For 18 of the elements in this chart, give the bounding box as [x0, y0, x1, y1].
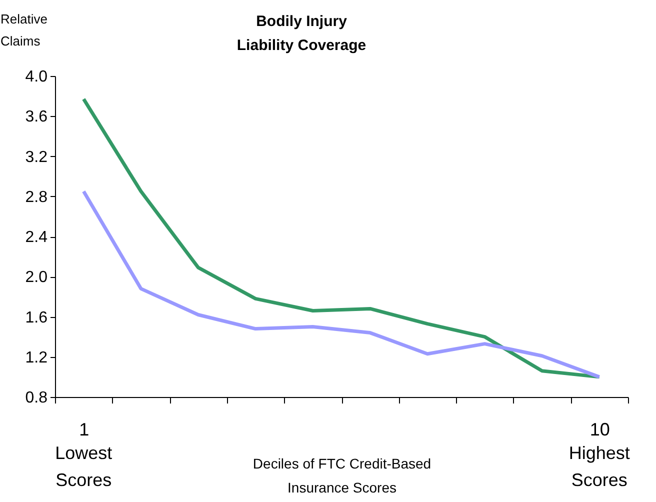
- x-tick-label: 10: [590, 420, 610, 440]
- chart-title: Bodily Injury Liability Coverage: [236, 13, 366, 54]
- y-axis-title: Relative Claims: [0, 12, 48, 48]
- x-axis-title: Deciles of FTC Credit-Based Insurance Scores: [252, 456, 432, 496]
- y-tick-label: 1.6: [25, 309, 48, 326]
- text: Lowest Scores: [55, 443, 112, 490]
- y-tick-label: 2.0: [25, 269, 48, 286]
- y-tick-label: 0.8: [25, 390, 48, 406]
- y-tick-label: 3.6: [25, 108, 48, 126]
- y-tick-label: 4.0: [25, 68, 48, 86]
- y-tick-label: 2.8: [25, 188, 48, 206]
- text: Highest Scores: [568, 443, 630, 490]
- y-tick-label: 3.2: [25, 148, 48, 166]
- x-tick-label: 1: [79, 420, 90, 440]
- y-tick-label: 2.4: [25, 229, 48, 246]
- y-tick-label: 1.2: [25, 349, 48, 366]
- line-series: [82, 97, 602, 379]
- line-series: [82, 190, 602, 379]
